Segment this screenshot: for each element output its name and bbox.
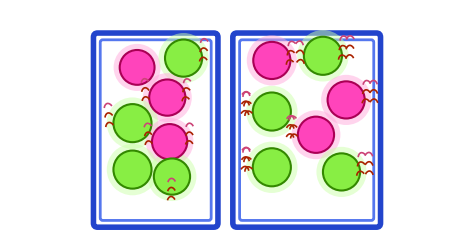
Circle shape xyxy=(297,30,349,82)
FancyBboxPatch shape xyxy=(239,40,374,220)
FancyBboxPatch shape xyxy=(100,40,211,220)
Circle shape xyxy=(107,144,158,195)
Circle shape xyxy=(147,152,196,201)
Circle shape xyxy=(253,42,291,79)
Circle shape xyxy=(253,148,291,186)
Circle shape xyxy=(143,73,192,122)
Circle shape xyxy=(158,33,209,83)
Circle shape xyxy=(246,141,298,193)
Circle shape xyxy=(253,92,291,131)
Circle shape xyxy=(321,75,371,125)
Circle shape xyxy=(323,153,360,191)
FancyBboxPatch shape xyxy=(93,33,218,227)
Circle shape xyxy=(154,159,190,195)
Circle shape xyxy=(298,117,334,153)
FancyBboxPatch shape xyxy=(233,33,381,227)
Circle shape xyxy=(292,110,340,159)
Circle shape xyxy=(149,79,185,116)
Circle shape xyxy=(328,81,365,118)
Circle shape xyxy=(317,147,366,197)
Circle shape xyxy=(246,86,298,137)
Circle shape xyxy=(152,124,187,159)
Circle shape xyxy=(114,44,161,91)
Circle shape xyxy=(146,118,193,166)
Circle shape xyxy=(113,150,152,189)
Circle shape xyxy=(165,40,202,77)
Circle shape xyxy=(107,97,158,149)
Circle shape xyxy=(304,37,342,75)
Circle shape xyxy=(113,104,152,142)
Circle shape xyxy=(247,35,297,86)
Circle shape xyxy=(120,50,155,85)
